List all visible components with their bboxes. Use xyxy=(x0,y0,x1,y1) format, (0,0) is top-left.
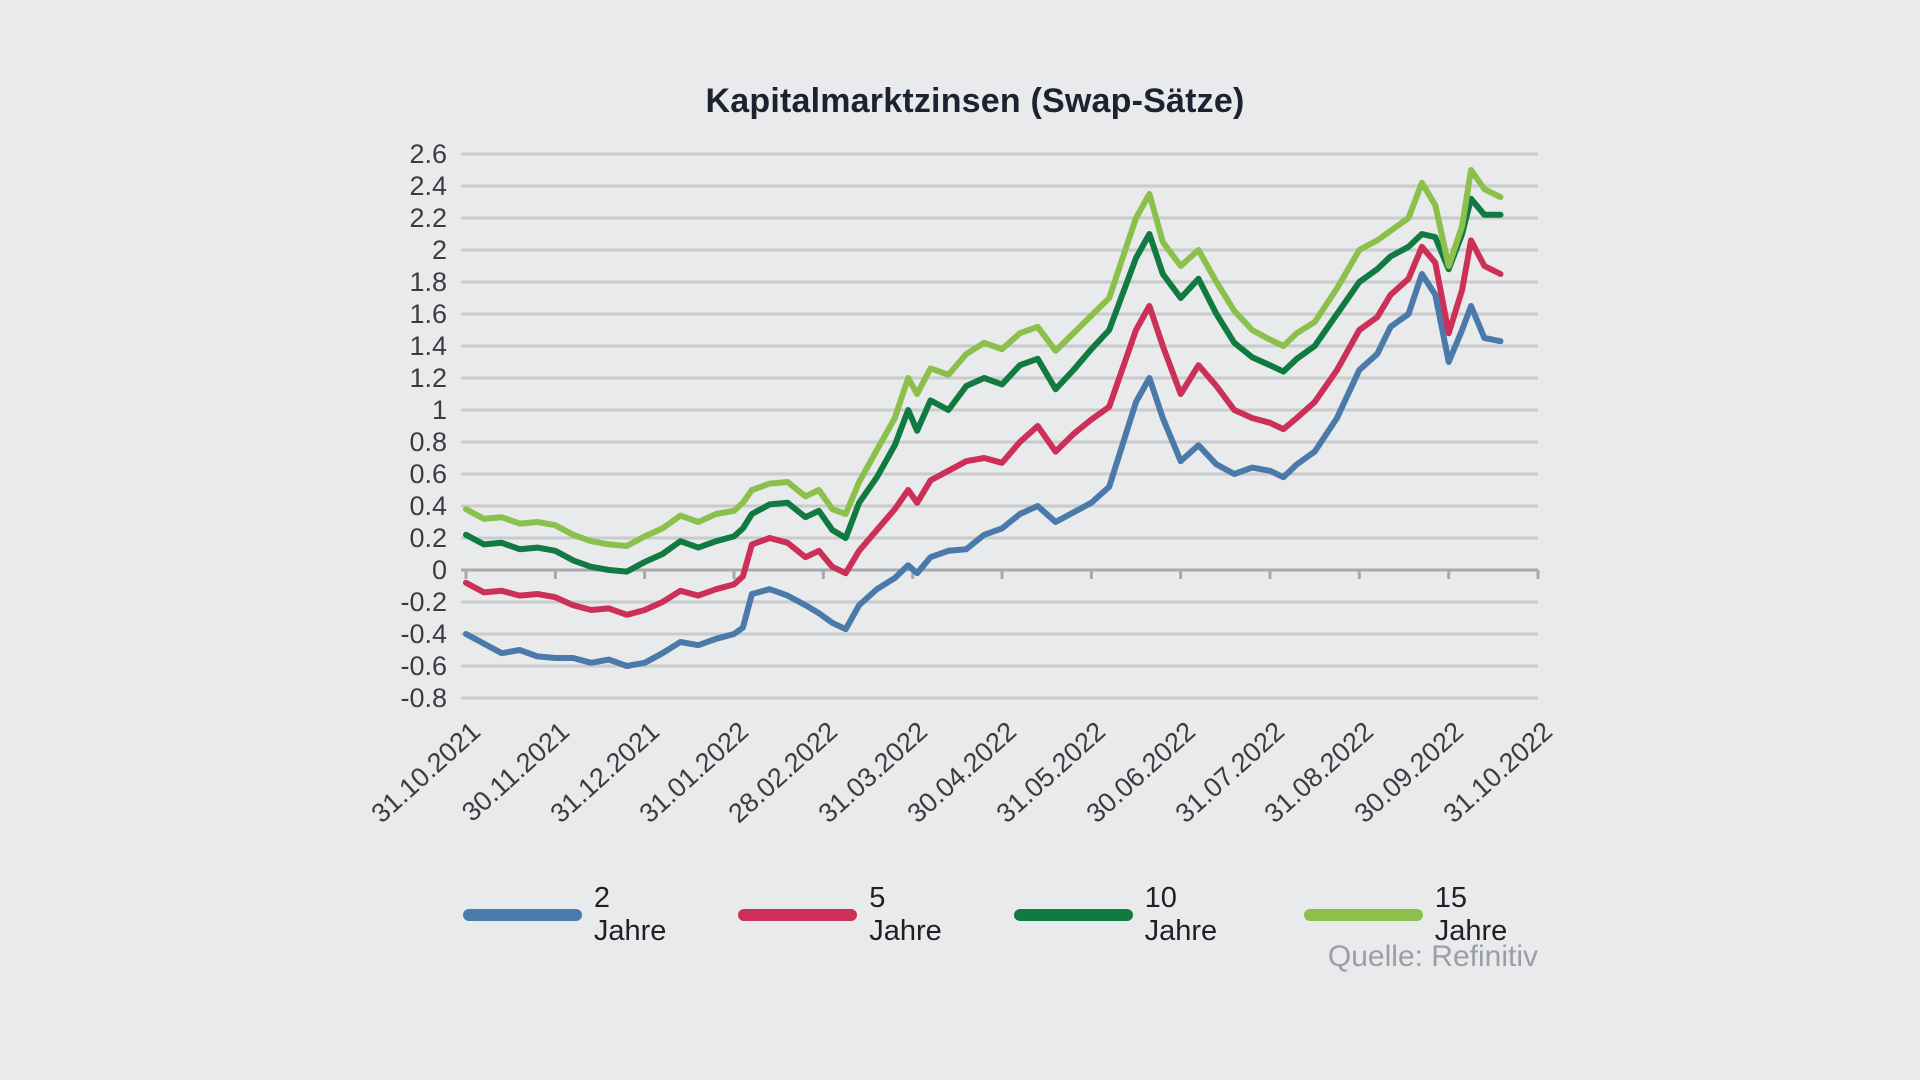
legend-swatch xyxy=(738,909,858,921)
legend-item-15-jahre: 15 Jahre xyxy=(1303,882,1538,948)
y-axis-label: 2.6 xyxy=(409,139,447,169)
series-line-5-jahre xyxy=(463,237,1504,618)
y-axis-label: 0.2 xyxy=(409,523,447,553)
y-axis-label: 2.2 xyxy=(409,203,447,233)
series-lines xyxy=(463,167,1504,669)
y-axis-label: -0.8 xyxy=(400,683,447,713)
series-line-10-jahre xyxy=(463,195,1504,575)
legend: 2 Jahre 5 Jahre 10 Jahre 15 Jahre xyxy=(463,882,1538,948)
y-axis-label: 2 xyxy=(431,235,447,265)
legend-swatch xyxy=(1013,909,1133,921)
y-axis-label: 0 xyxy=(431,555,447,585)
y-axis-label: 0.4 xyxy=(409,491,447,521)
gridlines xyxy=(461,152,1538,700)
y-axis-label: 2.4 xyxy=(409,171,447,201)
chart-title: Kapitalmarktzinsen (Swap-Sätze) xyxy=(705,82,1245,120)
legend-swatch xyxy=(1303,909,1423,921)
y-axis-label: 1.2 xyxy=(409,363,447,393)
legend-label: 2 Jahre xyxy=(593,882,667,947)
y-axis-label: 1 xyxy=(431,395,447,425)
y-axis-label: 0.6 xyxy=(409,459,447,489)
y-axis-label: 0.8 xyxy=(409,427,447,457)
y-axis-label: -0.4 xyxy=(400,619,447,649)
series-line-15-jahre xyxy=(463,167,1504,549)
legend-item-10-jahre: 10 Jahre xyxy=(1013,882,1248,948)
source-credit: Quelle: Refinitiv xyxy=(1327,940,1538,973)
legend-item-2-jahre: 2 Jahre xyxy=(463,882,682,948)
legend-label: 15 Jahre xyxy=(1434,882,1508,947)
y-axis-label: -0.2 xyxy=(400,587,447,617)
legend-swatch xyxy=(463,909,582,921)
legend-item-5-jahre: 5 Jahre xyxy=(738,882,957,948)
y-axis-label: 1.8 xyxy=(409,267,447,297)
y-axis-label: 1.4 xyxy=(409,331,447,361)
legend-label: 10 Jahre xyxy=(1144,882,1218,947)
y-axis-label: 1.6 xyxy=(409,299,447,329)
series-line-2-jahre xyxy=(463,271,1504,669)
legend-label: 5 Jahre xyxy=(869,882,942,947)
y-axis-label: -0.6 xyxy=(400,651,447,681)
